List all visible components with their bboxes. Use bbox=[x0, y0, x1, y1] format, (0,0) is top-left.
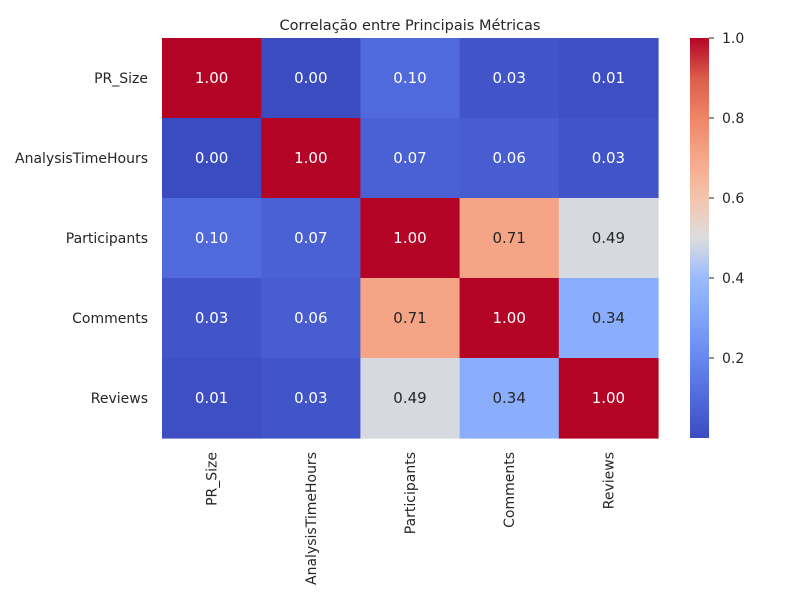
heatmap-cell bbox=[558, 38, 659, 119]
colorbar-tick-labels: 0.2 0.4 0.6 0.8 1.0 bbox=[709, 31, 744, 367]
heatmap-cell bbox=[261, 198, 361, 279]
heatmap-cell bbox=[162, 38, 262, 119]
heatmap-cell-value: 0.10 bbox=[195, 229, 228, 247]
colorbar bbox=[690, 38, 709, 438]
heatmap-cell bbox=[261, 38, 361, 119]
heatmap-cell bbox=[360, 38, 461, 119]
x-tick-label: AnalysisTimeHours bbox=[304, 452, 320, 585]
heatmap-cell bbox=[459, 198, 560, 279]
heatmap-cell-labels: 1.00 0.00 0.10 0.03 0.01 0.00 1.00 0.07 0.06 0.03… bbox=[195, 69, 625, 407]
y-tick-label: Comments bbox=[72, 311, 148, 327]
heatmap-cell-value: 0.34 bbox=[592, 309, 625, 327]
heatmap-cell-value: 1.00 bbox=[393, 229, 426, 247]
y-tick-label: PR_Size bbox=[94, 71, 148, 87]
heatmap-cell-value: 0.07 bbox=[393, 149, 426, 167]
heatmap-cell-value: 0.03 bbox=[492, 69, 525, 87]
y-tick-label: AnalysisTimeHours bbox=[15, 151, 148, 167]
x-tick-label: Comments bbox=[502, 452, 518, 528]
heatmap-cell bbox=[261, 358, 361, 439]
x-tick-label: Reviews bbox=[601, 452, 617, 509]
heatmap-cell bbox=[360, 118, 461, 199]
heatmap-cell-value: 1.00 bbox=[492, 309, 525, 327]
heatmap-cell bbox=[360, 278, 461, 359]
heatmap-cell-value: 0.03 bbox=[592, 149, 625, 167]
heatmap-cell-value: 0.34 bbox=[492, 389, 525, 407]
heatmap-cell bbox=[558, 198, 659, 279]
colorbar-tick-label: 0.2 bbox=[722, 351, 744, 367]
heatmap-cell bbox=[459, 358, 560, 439]
y-axis-tick-labels: PR_Size AnalysisTimeHours Participants Comm… bbox=[15, 71, 148, 407]
colorbar-tick-label: 0.4 bbox=[722, 271, 744, 287]
heatmap-cell bbox=[558, 358, 659, 439]
heatmap-cell bbox=[261, 118, 361, 199]
heatmap-cell bbox=[558, 278, 659, 359]
heatmap-cell bbox=[558, 118, 659, 199]
heatmap-cell bbox=[360, 358, 461, 439]
heatmap-cell bbox=[360, 198, 461, 279]
chart-title: Correlação entre Principais Métricas bbox=[280, 18, 541, 34]
x-tick-label: PR_Size bbox=[205, 452, 221, 506]
heatmap-cell bbox=[459, 38, 560, 119]
heatmap-cell bbox=[261, 278, 361, 359]
heatmap-cell-value: 0.06 bbox=[492, 149, 525, 167]
heatmap-cell-value: 0.49 bbox=[393, 389, 426, 407]
heatmap-cell bbox=[459, 118, 560, 199]
colorbar-tick-label: 0.8 bbox=[722, 111, 744, 127]
heatmap-cell-value: 1.00 bbox=[592, 389, 625, 407]
heatmap-cell bbox=[459, 278, 560, 359]
heatmap-cell-value: 0.71 bbox=[393, 309, 426, 327]
colorbar-tick-label: 0.6 bbox=[722, 191, 744, 207]
heatmap-cell bbox=[162, 358, 262, 439]
heatmap-cell-value: 0.00 bbox=[195, 149, 228, 167]
heatmap-cell-value: 0.03 bbox=[195, 309, 228, 327]
heatmap-cell-value: 0.07 bbox=[294, 229, 327, 247]
heatmap-cell bbox=[162, 278, 262, 359]
heatmap-cell-value: 1.00 bbox=[195, 69, 228, 87]
y-tick-label: Reviews bbox=[91, 391, 148, 407]
heatmap-cell-value: 0.71 bbox=[492, 229, 525, 247]
x-tick-label: Participants bbox=[403, 452, 419, 534]
heatmap-cell-value: 0.01 bbox=[195, 389, 228, 407]
heatmap-cell-value: 0.03 bbox=[294, 389, 327, 407]
heatmap-cell-value: 0.10 bbox=[393, 69, 426, 87]
heatmap-cells bbox=[162, 38, 659, 439]
heatmap-cell bbox=[162, 198, 262, 279]
heatmap-cell-value: 0.01 bbox=[592, 69, 625, 87]
y-tick-label: Participants bbox=[66, 231, 148, 247]
heatmap-cell-value: 0.49 bbox=[592, 229, 625, 247]
heatmap-cell-value: 1.00 bbox=[294, 149, 327, 167]
colorbar-tick-label: 1.0 bbox=[722, 31, 744, 47]
x-axis-tick-labels: PR_Size AnalysisTimeHours Participants Comm… bbox=[205, 452, 618, 585]
heatmap-cell bbox=[162, 118, 262, 199]
heatmap-cell-value: 0.06 bbox=[294, 309, 327, 327]
heatmap-cell-value: 0.00 bbox=[294, 69, 327, 87]
